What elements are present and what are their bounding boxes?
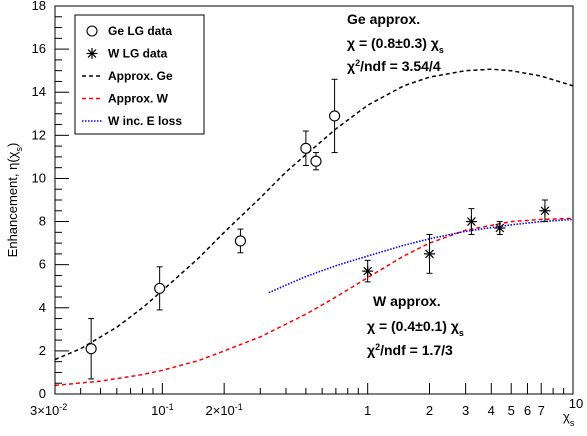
x-tick-label: 3 bbox=[462, 403, 469, 418]
ge-data-point bbox=[85, 343, 97, 355]
legend-box bbox=[74, 14, 205, 135]
y-tick-label: 0 bbox=[39, 386, 46, 401]
annotation-w-ndf: χ2/ndf = 1.7/3 bbox=[367, 342, 453, 358]
y-tick-label: 10 bbox=[32, 170, 46, 185]
y-tick-label: 14 bbox=[32, 84, 46, 99]
annotation-ge-chi: χ = (0.8±0.3) χs bbox=[347, 35, 444, 55]
x-tick-label: 7 bbox=[538, 403, 545, 418]
data-points bbox=[85, 78, 551, 380]
x-tick-label: 4 bbox=[488, 403, 495, 418]
ge-data-point bbox=[329, 110, 341, 122]
w-data-point bbox=[465, 216, 477, 228]
annotation-ge-title: Ge approx. bbox=[347, 11, 420, 27]
y-tick-label: 4 bbox=[39, 300, 46, 315]
legend-label: W inc. E loss bbox=[108, 114, 182, 128]
axes: 3×10-2 10-1 2×10-1 1 2 3 4 5 6 7 10024681012141618… bbox=[5, 0, 583, 428]
w-data-point bbox=[362, 265, 374, 277]
ge-data-point bbox=[154, 282, 166, 294]
legend-label: Ge LG data bbox=[108, 24, 172, 38]
x-tick-label: 6 bbox=[524, 403, 531, 418]
legend-label: W LG data bbox=[108, 47, 168, 61]
curves bbox=[54, 68, 574, 387]
w-data-point bbox=[494, 222, 506, 234]
legend-label: Approx. W bbox=[108, 92, 169, 106]
x-tick-label: 1 bbox=[364, 403, 371, 418]
legend-marker-asterisk bbox=[86, 48, 98, 59]
w-data-point bbox=[539, 205, 551, 217]
legend-marker-circle bbox=[86, 25, 98, 37]
y-tick-label: 18 bbox=[32, 0, 46, 13]
y-tick-label: 6 bbox=[39, 257, 46, 272]
x-tick-label: 3×10-2 bbox=[30, 402, 67, 418]
ge-data-point bbox=[310, 155, 322, 167]
x-axis-label: χs bbox=[563, 409, 575, 428]
y-tick-label: 8 bbox=[39, 214, 46, 229]
annotation-w-chi: χ = (0.4±0.1) χs bbox=[367, 318, 464, 338]
legend-label: Approx. Ge bbox=[108, 69, 173, 83]
x-tick-label: 5 bbox=[508, 403, 515, 418]
x-tick-label: 2 bbox=[426, 403, 433, 418]
y-axis-label: Enhancement, η(χs) bbox=[5, 143, 24, 258]
series-line-w-inc-e-loss bbox=[268, 218, 574, 294]
y-tick-label: 2 bbox=[39, 343, 46, 358]
x-tick-label: 2×10-1 bbox=[206, 402, 243, 418]
ge-data-point bbox=[234, 235, 246, 247]
x-tick-label: 10-1 bbox=[151, 402, 173, 418]
annotation-ge-ndf: χ2/ndf = 3.54/4 bbox=[347, 58, 441, 74]
y-tick-label: 16 bbox=[32, 41, 46, 56]
series-line-approx-ge bbox=[54, 68, 574, 361]
ge-data-point bbox=[300, 142, 312, 154]
legend: Ge LG data W LG data Approx. Ge Approx. W W … bbox=[74, 14, 205, 135]
annotation-w-title: W approx. bbox=[373, 293, 441, 309]
x-tick-label: 10 bbox=[569, 396, 583, 411]
w-data-point bbox=[423, 248, 435, 260]
y-tick-label: 12 bbox=[32, 127, 46, 142]
annotations: Ge approx. χ = (0.8±0.3) χs χ2/ndf = 3.54/… bbox=[347, 11, 464, 358]
series-line-approx-w bbox=[54, 217, 574, 387]
